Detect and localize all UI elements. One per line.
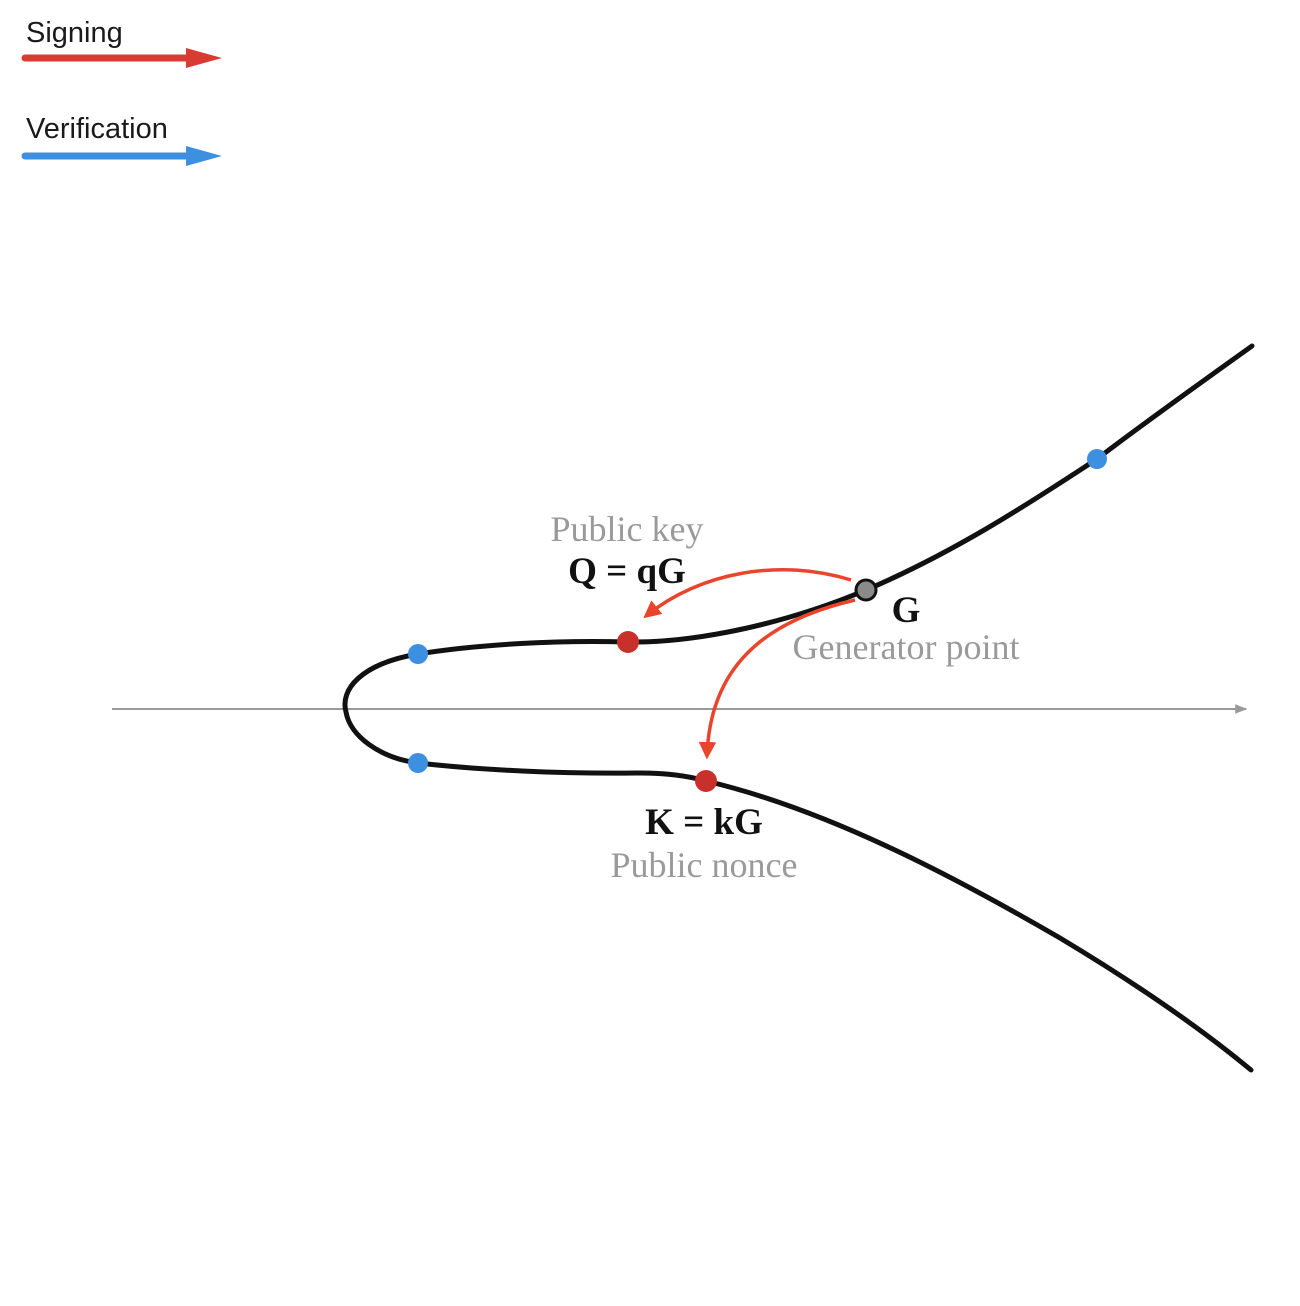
legend: Signing Verification [21, 17, 222, 166]
verification-point [1087, 449, 1107, 469]
public-nonce-formula: K = kG [645, 802, 763, 843]
public-nonce-point [695, 770, 717, 792]
legend-verification-label: Verification [26, 113, 168, 145]
public-key-label: Public key [551, 509, 704, 549]
generator-point [854, 578, 878, 602]
signing-arrow-to-public-key [643, 567, 852, 619]
signing-arrow-to-public-nonce [698, 598, 856, 760]
legend-verification-arrow-icon [21, 146, 222, 166]
legend-signing-arrow-icon [21, 48, 222, 68]
public-key-point [617, 631, 639, 653]
public-nonce-label: Public nonce [611, 845, 798, 885]
legend-signing-label: Signing [26, 17, 123, 49]
verification-point [408, 753, 428, 773]
verification-point [408, 644, 428, 664]
elliptic-curve [342, 343, 1255, 1073]
public-key-formula: Q = qG [568, 551, 686, 592]
generator-label: G [892, 590, 921, 631]
generator-caption: Generator point [793, 627, 1020, 667]
